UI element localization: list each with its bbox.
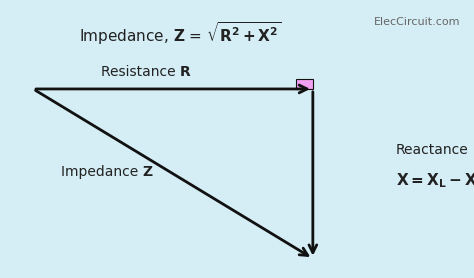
- Text: Impedance: Impedance: [61, 165, 142, 179]
- Text: Resistance: Resistance: [101, 65, 180, 79]
- Bar: [296, 79, 313, 89]
- Text: R: R: [180, 65, 191, 79]
- Text: Z: Z: [142, 165, 152, 179]
- Text: ElecCircuit.com: ElecCircuit.com: [374, 17, 460, 27]
- Text: Impedance, $\bf{Z}$ = $\bf{\sqrt{R^2 + X^2}}$: Impedance, $\bf{Z}$ = $\bf{\sqrt{R^2 + X…: [79, 20, 282, 47]
- Text: Reactance: Reactance: [396, 143, 468, 157]
- Text: $\bf{X = X_L - X_C}$: $\bf{X = X_L - X_C}$: [396, 171, 474, 190]
